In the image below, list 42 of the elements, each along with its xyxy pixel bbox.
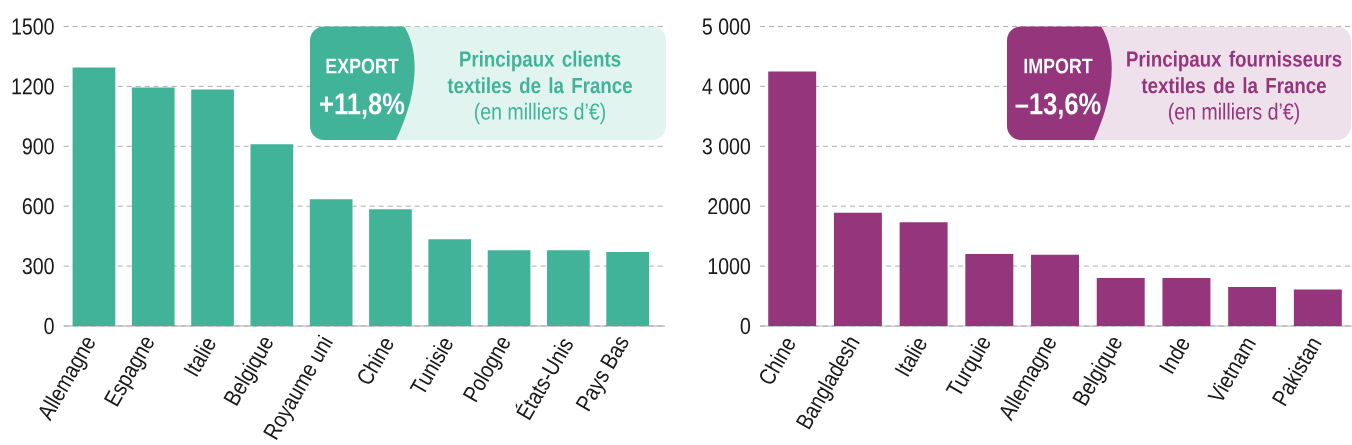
bar <box>250 144 294 326</box>
bar <box>768 71 817 326</box>
y-tick-label: 1000 <box>708 257 751 275</box>
bar <box>1031 254 1079 326</box>
bar <box>1228 287 1277 326</box>
y-tick-label: 600 <box>22 198 54 215</box>
annotation: EXPORT <box>326 58 399 74</box>
bar <box>1096 278 1145 326</box>
y-tick-label: 900 <box>22 138 54 155</box>
bar <box>309 199 353 326</box>
bar <box>833 212 882 326</box>
y-tick-label: 5 000 <box>702 18 751 35</box>
bar <box>547 250 590 326</box>
y-tick-label: 0 <box>44 317 54 335</box>
x-tick-label: Inde <box>1159 339 1190 375</box>
bar <box>72 67 116 326</box>
bar <box>369 209 412 326</box>
annotation: IMPORT <box>1024 58 1093 74</box>
text: Principaux clients textiles de la France <box>447 50 632 94</box>
annotation: –13,6% <box>1015 93 1101 119</box>
bar <box>131 87 175 326</box>
bar <box>965 254 1014 326</box>
bar <box>487 250 531 326</box>
bar <box>1162 278 1211 326</box>
y-tick-label: 0 <box>740 317 751 335</box>
bar <box>1293 289 1342 326</box>
x-tick-label: Italie <box>894 339 927 377</box>
bar <box>899 222 948 326</box>
y-tick-label: 4 000 <box>702 78 751 95</box>
annotation: +11,8% <box>320 93 405 119</box>
text: (en milliers d’€) <box>474 102 606 125</box>
bar <box>191 89 234 326</box>
y-tick-label: 3 000 <box>702 138 751 155</box>
y-tick-label: 1200 <box>12 78 54 95</box>
y-tick-label: 300 <box>22 257 54 275</box>
text: Principaux fournisseurs textiles de la France <box>1127 50 1342 94</box>
x-tick-label: Italie <box>183 339 216 377</box>
y-tick-label: 1500 <box>12 18 54 35</box>
bar <box>428 239 472 326</box>
text: (en milliers d’€) <box>1168 102 1300 125</box>
bar <box>606 252 649 326</box>
y-tick-label: 2000 <box>708 198 751 215</box>
